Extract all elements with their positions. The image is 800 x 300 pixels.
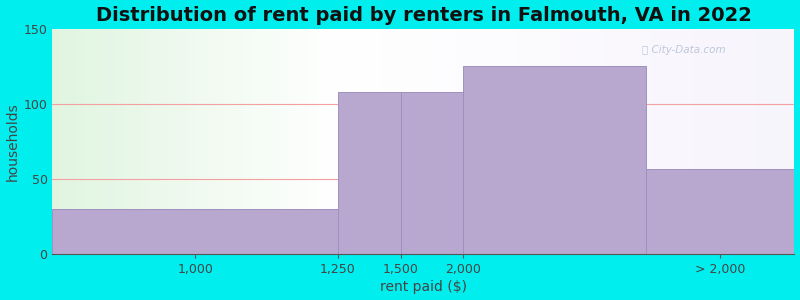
- Y-axis label: households: households: [6, 102, 19, 181]
- Bar: [463, 66, 646, 254]
- X-axis label: rent paid ($): rent paid ($): [380, 280, 467, 294]
- Text: ⓘ City-Data.com: ⓘ City-Data.com: [642, 45, 726, 55]
- Title: Distribution of rent paid by renters in Falmouth, VA in 2022: Distribution of rent paid by renters in …: [95, 6, 751, 25]
- Bar: [401, 92, 463, 254]
- Bar: [646, 169, 794, 254]
- Bar: [338, 92, 401, 254]
- Bar: [53, 209, 338, 254]
